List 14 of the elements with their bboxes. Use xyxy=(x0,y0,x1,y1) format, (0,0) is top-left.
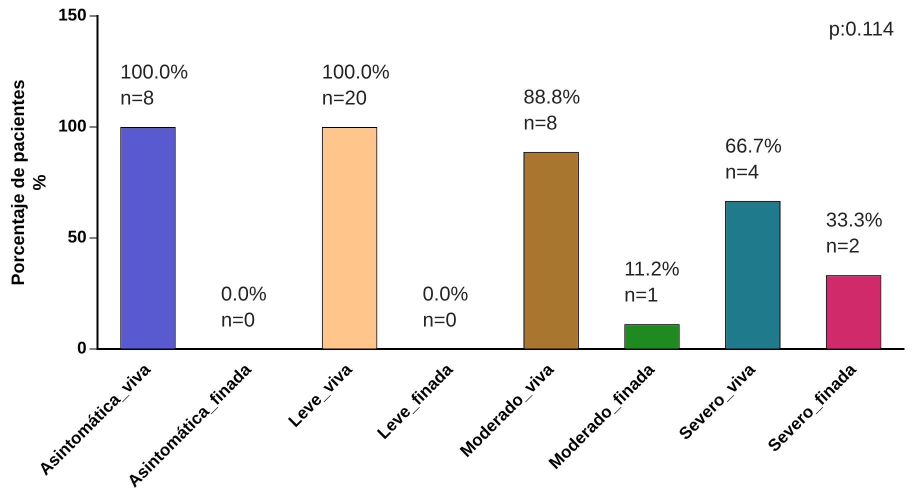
y-tick-label: 0 xyxy=(77,338,87,358)
y-axis-title: Porcentaje de pacientes % xyxy=(8,79,50,286)
y-tick-label: 150 xyxy=(58,6,87,25)
y-tick-label: 50 xyxy=(68,228,87,247)
annotation: p:0.114 xyxy=(828,18,894,41)
y-tick-label: 100 xyxy=(58,116,87,136)
data-label: 33.3% n=2 xyxy=(826,210,883,258)
data-label: 0.0% n=0 xyxy=(221,284,267,332)
data-label: 66.7% n=4 xyxy=(725,135,782,184)
data-label: 100.0% n=20 xyxy=(322,62,390,110)
data-label: 11.2% n=1 xyxy=(624,258,680,307)
data-label: 0.0% n=0 xyxy=(422,284,468,332)
data-label: 88.8% n=8 xyxy=(523,86,580,134)
data-label: 100.0% n=8 xyxy=(120,62,188,110)
